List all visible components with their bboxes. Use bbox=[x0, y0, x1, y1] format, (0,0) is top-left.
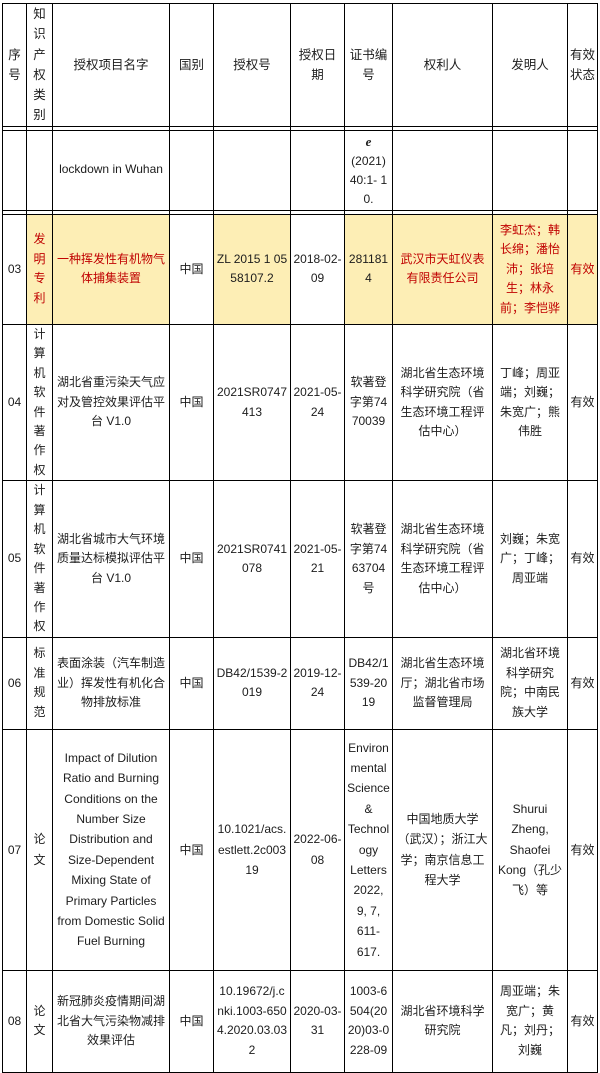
cell-project: 湖北省重污染天气应对及管控效果评估平台 V1.0 bbox=[52, 323, 170, 482]
cell-status: 有效 bbox=[567, 969, 598, 1073]
cell-auth-no: 10.19672/j.cnki.1003-6504.2020.03.032 bbox=[213, 969, 291, 1073]
cell-status: 有效 bbox=[567, 213, 598, 325]
cell-country: 中国 bbox=[169, 969, 214, 1073]
cell-category: 计算机软件著作权 bbox=[26, 480, 53, 638]
cell-project: 一种挥发性有机物气体捕集装置 bbox=[52, 213, 170, 325]
cell-auth-date: 2021-05-21 bbox=[290, 480, 345, 638]
cell-auth-date: 2022-06-08 bbox=[290, 728, 345, 971]
cell-owner bbox=[392, 129, 493, 211]
table-header-row: 序号 知识产权类别 授权项目名字 国别 授权号 授权日期 证书编号 权利人 发明… bbox=[2, 3, 598, 127]
table-row-05: 05 计算机软件著作权 湖北省城市大气环境质量达标模拟评估平台 V1.0 中国 … bbox=[2, 480, 598, 638]
cell-cert-no: 2811814 bbox=[344, 213, 393, 325]
cell-status: 有效 bbox=[567, 728, 598, 971]
header-project: 授权项目名字 bbox=[52, 3, 170, 127]
header-auth-no: 授权号 bbox=[213, 3, 291, 127]
cell-project: Impact of Dilution Ratio and Burning Con… bbox=[52, 728, 170, 971]
cell-auth-date: 2021-05-24 bbox=[290, 323, 345, 482]
cell-auth-no: DB42/1539-2019 bbox=[213, 636, 291, 730]
cert-journal-initial: e bbox=[365, 133, 372, 149]
cell-country: 中国 bbox=[169, 323, 214, 482]
cell-seq: 03 bbox=[2, 213, 27, 325]
header-country: 国别 bbox=[169, 3, 214, 127]
cell-inventors: 刘巍；朱宽广；丁峰；周亚端 bbox=[492, 480, 568, 638]
cell-country: 中国 bbox=[169, 728, 214, 971]
cell-status bbox=[567, 129, 598, 211]
cell-auth-no: ZL 2015 1 0558107.2 bbox=[213, 213, 291, 325]
cell-status: 有效 bbox=[567, 480, 598, 638]
cert-citation: (2021) 40:1- 10. bbox=[349, 153, 388, 207]
cell-owner: 湖北省生态环境科学研究院（省生态环境工程评估中心） bbox=[392, 323, 493, 482]
cell-inventors: 湖北省环境科学研究院；中南民族大学 bbox=[492, 636, 568, 730]
cell-owner: 武汉市天虹仪表有限责任公司 bbox=[392, 213, 493, 325]
header-auth-date: 授权日期 bbox=[290, 3, 345, 127]
cell-cert-no: 软著登字第7470039 bbox=[344, 323, 393, 482]
header-seq: 序号 bbox=[2, 3, 27, 127]
cell-category: 发明专利 bbox=[26, 213, 53, 325]
header-inventors: 发明人 bbox=[492, 3, 568, 127]
cell-auth-no: 10.1021/acs.estlett.2c00319 bbox=[213, 728, 291, 971]
cell-cert-no: 1003-6504(2020)03-0228-09 bbox=[344, 969, 393, 1073]
cell-country: 中国 bbox=[169, 213, 214, 325]
cell-country: 中国 bbox=[169, 480, 214, 638]
cell-project: 新冠肺炎疫情期间湖北省大气污染物减排效果评估 bbox=[52, 969, 170, 1073]
cell-seq: 04 bbox=[2, 323, 27, 482]
cell-seq: 05 bbox=[2, 480, 27, 638]
header-status: 有效状态 bbox=[567, 3, 598, 127]
table-row-08: 08 论文 新冠肺炎疫情期间湖北省大气污染物减排效果评估 中国 10.19672… bbox=[2, 969, 598, 1073]
table-row-03: 03 发明专利 一种挥发性有机物气体捕集装置 中国 ZL 2015 1 0558… bbox=[2, 213, 598, 325]
header-category: 知识产权类别 bbox=[26, 3, 53, 127]
cell-auth-date: 2019-12-24 bbox=[290, 636, 345, 730]
document-page: 序号 知识产权类别 授权项目名字 国别 授权号 授权日期 证书编号 权利人 发明… bbox=[2, 3, 598, 1073]
cell-auth-date bbox=[290, 129, 345, 211]
cell-category: 论文 bbox=[26, 728, 53, 971]
cell-auth-no: 2021SR0747413 bbox=[213, 323, 291, 482]
cell-country bbox=[169, 129, 214, 211]
cell-project: 湖北省城市大气环境质量达标模拟评估平台 V1.0 bbox=[52, 480, 170, 638]
table-row-04: 04 计算机软件著作权 湖北省重污染天气应对及管控效果评估平台 V1.0 中国 … bbox=[2, 323, 598, 482]
cell-inventors: Shurui Zheng, Shaofei Kong（孔少飞）等 bbox=[492, 728, 568, 971]
cell-inventors: 周亚端；朱宽广；黄凡；刘丹；刘巍 bbox=[492, 969, 568, 1073]
cell-owner: 湖北省生态环境科学研究院（省生态环境工程评估中心） bbox=[392, 480, 493, 638]
cell-status: 有效 bbox=[567, 323, 598, 482]
cell-country: 中国 bbox=[169, 636, 214, 730]
cell-owner: 湖北省环境科学研究院 bbox=[392, 969, 493, 1073]
cell-category: 计算机软件著作权 bbox=[26, 323, 53, 482]
cell-category bbox=[26, 129, 53, 211]
header-cert-no: 证书编号 bbox=[344, 3, 393, 127]
cell-owner: 中国地质大学（武汉）；浙江大学；南京信息工程大学 bbox=[392, 728, 493, 971]
cell-cert-no: 软著登字第7463704 号 bbox=[344, 480, 393, 638]
cell-inventors: 丁峰；周亚端；刘巍；朱宽广；熊伟胜 bbox=[492, 323, 568, 482]
cell-project: 表面涂装（汽车制造业）挥发性有机化合物排放标准 bbox=[52, 636, 170, 730]
table-row-continued: lockdown in Wuhan e (2021) 40:1- 10. bbox=[2, 129, 598, 211]
ip-rights-table: 序号 知识产权类别 授权项目名字 国别 授权号 授权日期 证书编号 权利人 发明… bbox=[2, 3, 598, 1073]
cell-auth-no: 2021SR0741078 bbox=[213, 480, 291, 638]
cell-auth-no bbox=[213, 129, 291, 211]
cell-owner: 湖北省生态环境厅；湖北省市场监督管理局 bbox=[392, 636, 493, 730]
header-owner: 权利人 bbox=[392, 3, 493, 127]
cell-category: 标准规范 bbox=[26, 636, 53, 730]
cell-seq: 06 bbox=[2, 636, 27, 730]
cell-auth-date: 2018-02-09 bbox=[290, 213, 345, 325]
page-break-gap bbox=[2, 209, 598, 215]
table-row-06: 06 标准规范 表面涂装（汽车制造业）挥发性有机化合物排放标准 中国 DB42/… bbox=[2, 636, 598, 730]
cell-cert-no: Environmental Science & Technology Lette… bbox=[344, 728, 393, 971]
cell-cert-no: DB42/1539-2019 bbox=[344, 636, 393, 730]
cell-inventors: 李虹杰；韩长绵；潘怡沛；张培生；林永前；李恺骅 bbox=[492, 213, 568, 325]
cell-seq: 08 bbox=[2, 969, 27, 1073]
cell-status: 有效 bbox=[567, 636, 598, 730]
cell-seq bbox=[2, 129, 27, 211]
cell-auth-date: 2020-03-31 bbox=[290, 969, 345, 1073]
cell-seq: 07 bbox=[2, 728, 27, 971]
cell-cert-no: e (2021) 40:1- 10. bbox=[344, 129, 393, 211]
cell-inventors bbox=[492, 129, 568, 211]
cell-project: lockdown in Wuhan bbox=[52, 129, 170, 211]
cell-category: 论文 bbox=[26, 969, 53, 1073]
table-row-07: 07 论文 Impact of Dilution Ratio and Burni… bbox=[2, 728, 598, 971]
